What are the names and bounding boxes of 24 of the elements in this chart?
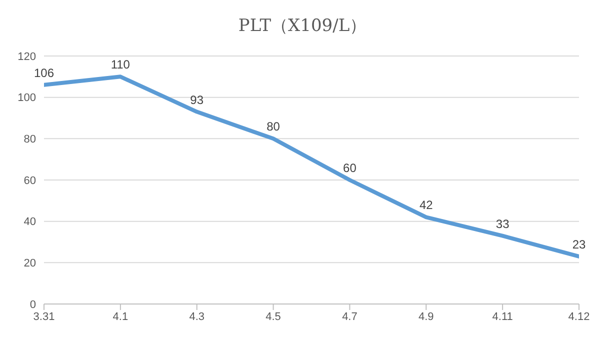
x-tick-label: 3.31 (33, 310, 55, 323)
x-tick-label: 4.3 (189, 310, 205, 323)
y-tick-label: 40 (24, 216, 36, 228)
y-tick-label: 0 (30, 298, 36, 311)
data-label: 110 (110, 58, 130, 72)
x-tick-label: 4.12 (568, 310, 590, 323)
data-label: 93 (190, 92, 204, 107)
y-tick-label: 60 (24, 174, 36, 187)
data-label: 42 (419, 198, 434, 212)
x-tick-label: 4.1 (112, 310, 128, 323)
chart-title: PLT（X109/L） (237, 15, 368, 38)
y-tick-label: 100 (18, 92, 36, 104)
data-label: 33 (496, 216, 510, 231)
data-label: 23 (572, 237, 586, 252)
x-tick-label: 4.7 (342, 310, 358, 323)
y-tick-label: 80 (24, 134, 36, 146)
data-label: 106 (34, 66, 54, 80)
data-label: 60 (343, 161, 357, 175)
y-tick-label: 20 (24, 258, 36, 270)
x-tick-label: 4.11 (492, 310, 513, 323)
x-tick-label: 4.5 (266, 310, 281, 323)
data-label: 80 (266, 120, 280, 134)
x-tick-label: 4.9 (418, 310, 434, 323)
y-tick-label: 120 (18, 50, 36, 63)
